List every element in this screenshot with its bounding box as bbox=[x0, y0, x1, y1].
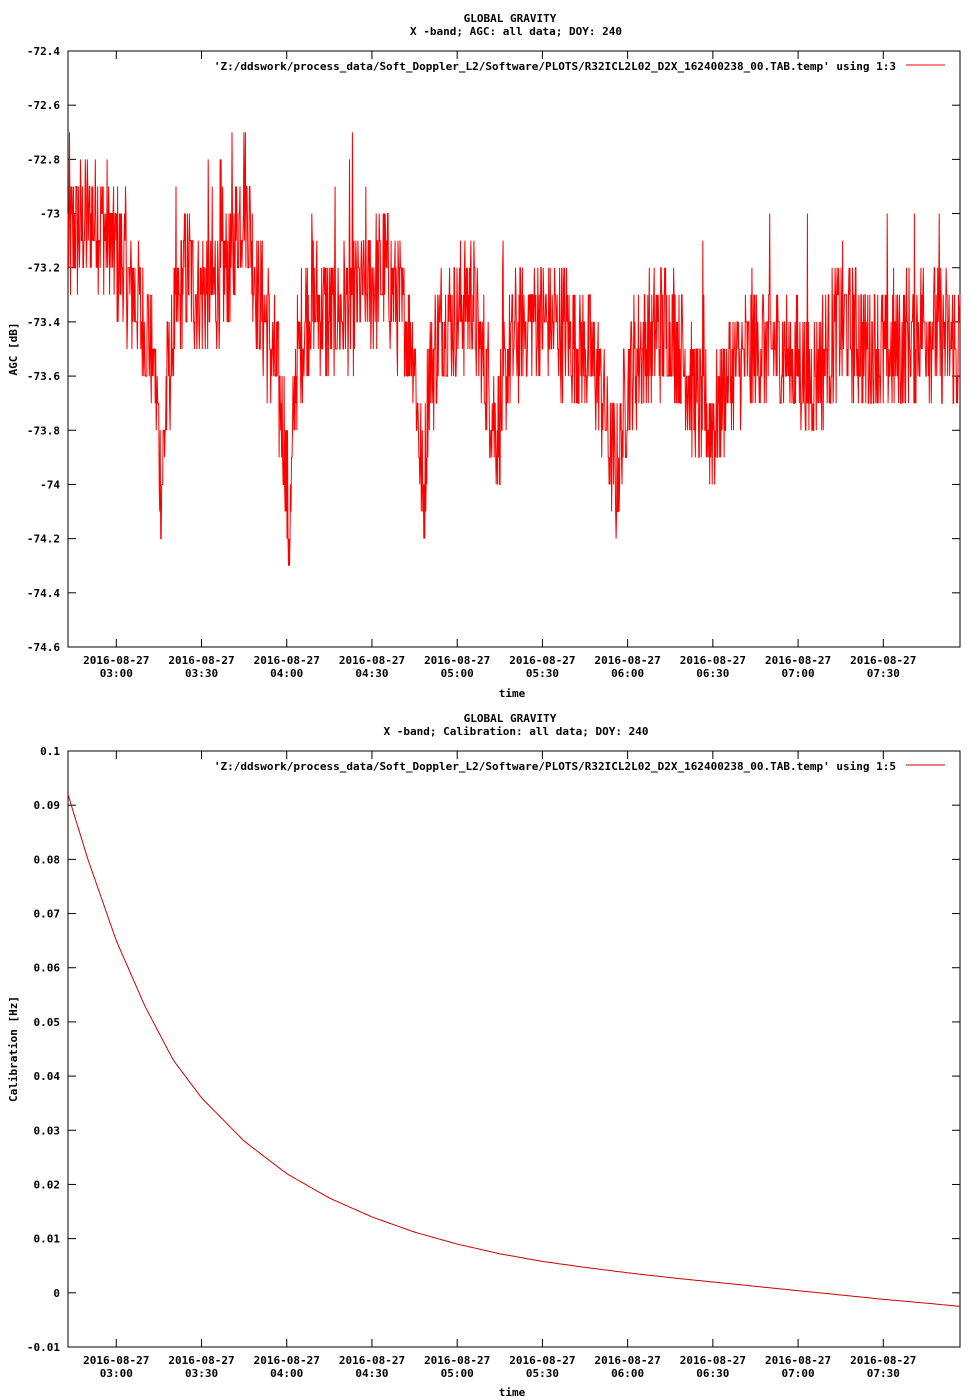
x-tick-time: 06:30 bbox=[696, 667, 729, 680]
x-tick-date: 2016-08-27 bbox=[509, 654, 575, 667]
y-tick-label: -73.4 bbox=[27, 316, 60, 329]
calibration-y-axis-label: Calibration [Hz] bbox=[7, 996, 20, 1102]
agc-y-ticks: -72.4 -72.6 -72.8 -73 -73.2 -73.4 -73.6 -73.8 -7… bbox=[27, 45, 960, 654]
x-tick-time: 07:30 bbox=[867, 1367, 900, 1380]
x-tick-time: 04:00 bbox=[270, 1367, 303, 1380]
y-tick-label: 0.03 bbox=[34, 1124, 61, 1137]
x-tick-time: 06:00 bbox=[611, 1367, 644, 1380]
y-tick-label: -0.01 bbox=[27, 1341, 60, 1354]
x-tick-date: 2016-08-27 bbox=[765, 654, 831, 667]
x-tick-date: 2016-08-27 bbox=[424, 1354, 490, 1367]
agc-x-axis-label: time bbox=[499, 687, 526, 700]
x-tick-date: 2016-08-27 bbox=[509, 1354, 575, 1367]
x-tick-time: 04:00 bbox=[270, 667, 303, 680]
x-tick-date: 2016-08-27 bbox=[850, 1354, 916, 1367]
x-tick-time: 07:00 bbox=[782, 1367, 815, 1380]
y-tick-label: 0.01 bbox=[34, 1233, 61, 1246]
x-tick-date: 2016-08-27 bbox=[83, 654, 149, 667]
y-tick-label: -73 bbox=[40, 208, 60, 221]
agc-legend-label: 'Z:/ddswork/process_data/Soft_Doppler_L2… bbox=[214, 60, 896, 73]
x-tick-time: 03:30 bbox=[185, 1367, 218, 1380]
x-tick-date: 2016-08-27 bbox=[680, 654, 746, 667]
agc-chart-subtitle: X -band; AGC: all data; DOY: 240 bbox=[410, 25, 622, 38]
x-tick-time: 06:00 bbox=[611, 667, 644, 680]
y-tick-label: 0.08 bbox=[34, 853, 61, 866]
x-tick-time: 07:30 bbox=[867, 667, 900, 680]
y-tick-label: -73.2 bbox=[27, 262, 60, 275]
calibration-chart-title: GLOBAL GRAVITY bbox=[464, 712, 557, 725]
calibration-x-ticks: 2016-08-2703:002016-08-2703:302016-08-27… bbox=[83, 751, 916, 1380]
x-tick-date: 2016-08-27 bbox=[83, 1354, 149, 1367]
y-tick-label: -72.4 bbox=[27, 45, 60, 58]
agc-plot-frame bbox=[67, 50, 961, 648]
x-tick-date: 2016-08-27 bbox=[168, 1354, 234, 1367]
y-tick-label: -73.8 bbox=[27, 424, 60, 437]
x-tick-time: 03:30 bbox=[185, 667, 218, 680]
x-tick-time: 03:00 bbox=[100, 667, 133, 680]
x-tick-time: 06:30 bbox=[696, 1367, 729, 1380]
x-tick-date: 2016-08-27 bbox=[424, 654, 490, 667]
calibration-legend-label: 'Z:/ddswork/process_data/Soft_Doppler_L2… bbox=[214, 760, 896, 773]
y-tick-label: -72.8 bbox=[27, 153, 60, 166]
x-tick-time: 05:00 bbox=[441, 1367, 474, 1380]
x-tick-time: 05:00 bbox=[441, 667, 474, 680]
x-tick-date: 2016-08-27 bbox=[254, 1354, 320, 1367]
y-tick-label: -74 bbox=[40, 478, 60, 491]
x-tick-date: 2016-08-27 bbox=[339, 1354, 405, 1367]
y-tick-label: 0.04 bbox=[34, 1070, 61, 1083]
x-tick-time: 07:00 bbox=[782, 667, 815, 680]
x-tick-date: 2016-08-27 bbox=[254, 654, 320, 667]
calibration-chart-subtitle: X -band; Calibration: all data; DOY: 240 bbox=[384, 725, 649, 738]
y-tick-label: -73.6 bbox=[27, 370, 60, 383]
x-tick-time: 03:00 bbox=[100, 1367, 133, 1380]
calibration-x-axis-label: time bbox=[499, 1386, 526, 1399]
x-tick-date: 2016-08-27 bbox=[765, 1354, 831, 1367]
x-tick-date: 2016-08-27 bbox=[168, 654, 234, 667]
agc-chart-title: GLOBAL GRAVITY bbox=[464, 12, 557, 25]
x-tick-time: 05:30 bbox=[526, 1367, 559, 1380]
calibration-chart: GLOBAL GRAVITY X -band; Calibration: all… bbox=[7, 712, 961, 1399]
x-tick-date: 2016-08-27 bbox=[595, 1354, 661, 1367]
calibration-plot-frame bbox=[67, 750, 961, 1348]
y-tick-label: 0.05 bbox=[34, 1016, 61, 1029]
x-tick-date: 2016-08-27 bbox=[339, 654, 405, 667]
calibration-y-ticks: 0.1 0.09 0.08 0.07 0.06 0.05 0.04 0.03 0.02 0.01 0… bbox=[27, 745, 960, 1354]
agc-series-line bbox=[67, 132, 961, 566]
y-tick-label: -74.2 bbox=[27, 533, 60, 546]
y-tick-label: -74.4 bbox=[27, 587, 60, 600]
y-tick-label: 0.07 bbox=[34, 908, 61, 921]
y-tick-label: 0.1 bbox=[40, 745, 60, 758]
x-tick-date: 2016-08-27 bbox=[680, 1354, 746, 1367]
agc-x-ticks: 2016-08-2703:002016-08-2703:302016-08-27… bbox=[83, 51, 916, 680]
y-tick-label: 0 bbox=[53, 1287, 60, 1300]
y-tick-label: 0.06 bbox=[34, 962, 61, 975]
agc-y-axis-label: AGC [dB] bbox=[7, 323, 20, 376]
y-tick-label: -72.6 bbox=[27, 99, 60, 112]
y-tick-label: 0.02 bbox=[34, 1178, 61, 1191]
x-tick-time: 04:30 bbox=[355, 667, 388, 680]
y-tick-label: 0.09 bbox=[34, 799, 61, 812]
x-tick-date: 2016-08-27 bbox=[595, 654, 661, 667]
x-tick-time: 05:30 bbox=[526, 667, 559, 680]
x-tick-time: 04:30 bbox=[355, 1367, 388, 1380]
y-tick-label: -74.6 bbox=[27, 641, 60, 654]
calibration-series-line bbox=[67, 794, 961, 1307]
x-tick-date: 2016-08-27 bbox=[850, 654, 916, 667]
agc-chart: GLOBAL GRAVITY X -band; AGC: all data; D… bbox=[7, 12, 961, 700]
